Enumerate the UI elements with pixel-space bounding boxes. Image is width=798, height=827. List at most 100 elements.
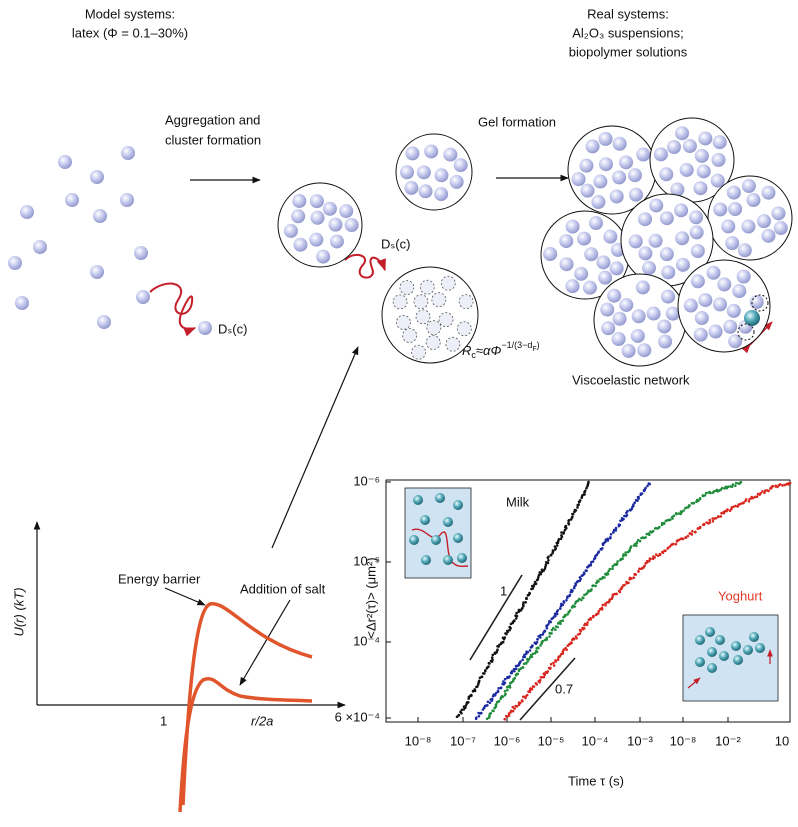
curve-dot xyxy=(568,523,571,526)
curve-dot xyxy=(537,647,540,650)
curve-dot xyxy=(496,648,499,651)
curve-dot xyxy=(492,654,495,657)
curve-dot xyxy=(594,585,597,588)
particle xyxy=(345,218,359,232)
curve-dot xyxy=(533,685,536,688)
particle xyxy=(309,233,323,247)
curve-dot xyxy=(504,636,507,639)
curve-dot xyxy=(610,533,613,536)
curve-dot xyxy=(492,710,495,713)
diffusion-label: Dₛ(c) xyxy=(218,321,247,336)
slope-label: 0.7 xyxy=(555,681,573,696)
curve-dot xyxy=(720,515,723,518)
curve-dot xyxy=(519,702,522,705)
curve-dot xyxy=(550,554,553,557)
curve-dot xyxy=(536,638,539,641)
particle xyxy=(695,657,705,667)
curve-dot xyxy=(486,704,489,707)
particle xyxy=(316,250,330,264)
curve-dot xyxy=(715,517,718,520)
curve-dot xyxy=(622,553,625,556)
curve-dot xyxy=(522,696,525,699)
curve-dot xyxy=(560,534,563,537)
curve-dot xyxy=(550,663,553,666)
curve-dot xyxy=(488,662,491,665)
particle xyxy=(649,198,663,212)
particle xyxy=(416,310,430,324)
curve-dot xyxy=(580,599,583,602)
particle xyxy=(543,247,557,261)
particle xyxy=(603,230,617,244)
curve-dot xyxy=(546,637,549,640)
curve-dot xyxy=(473,688,476,691)
particle xyxy=(684,299,698,313)
particle xyxy=(589,216,603,230)
curve-dot xyxy=(478,715,481,718)
y-tick-label: 6 ×10⁻⁴ xyxy=(335,709,380,724)
curve-dot xyxy=(513,668,516,671)
curve-dot xyxy=(527,651,530,654)
curve-dot xyxy=(597,580,600,583)
curve-dot xyxy=(531,688,534,691)
particle xyxy=(136,290,150,304)
arrow xyxy=(272,347,358,548)
curve-dot xyxy=(544,630,547,633)
particle xyxy=(619,155,633,169)
curve-dot xyxy=(643,565,646,568)
curve-dot xyxy=(583,572,586,575)
particle xyxy=(579,159,593,173)
diffusion-path xyxy=(345,255,385,278)
particle xyxy=(431,535,441,545)
curve-dot xyxy=(508,684,511,687)
particle xyxy=(694,328,708,342)
curve-dot xyxy=(671,517,674,520)
particle xyxy=(705,627,715,637)
diffusion-path xyxy=(150,284,195,329)
particle xyxy=(707,647,717,657)
particle xyxy=(419,184,433,198)
curve-dot xyxy=(484,670,487,673)
curve-dot xyxy=(513,620,516,623)
curve-dot xyxy=(563,601,566,604)
curve-dot xyxy=(627,582,630,585)
curve-dot xyxy=(734,505,737,508)
particle xyxy=(743,645,753,655)
particle xyxy=(121,146,135,160)
curve-dot xyxy=(503,718,506,721)
curve-dot xyxy=(684,536,687,539)
particle xyxy=(586,139,600,153)
curve-dot xyxy=(508,675,511,678)
particle xyxy=(717,277,731,291)
particle xyxy=(439,313,453,327)
particle xyxy=(707,663,717,673)
curve-dot xyxy=(635,545,638,548)
annotation: Energy barrier xyxy=(118,571,201,586)
scaling-law: Rc≈αΦ−1/(3−dF) xyxy=(462,340,540,360)
particle xyxy=(613,137,627,151)
curve-dot xyxy=(565,525,568,528)
curve-dot xyxy=(630,577,633,580)
curve-dot xyxy=(781,484,784,487)
particle xyxy=(774,221,788,235)
particle xyxy=(725,236,739,250)
scaling-part: ≈αΦ xyxy=(476,343,502,358)
particle xyxy=(636,148,650,162)
particle xyxy=(559,234,573,248)
curve-dot xyxy=(763,492,766,495)
curve-dot xyxy=(575,635,578,638)
curve-dot xyxy=(539,679,542,682)
particle xyxy=(599,132,613,146)
particle xyxy=(432,293,446,307)
curve-dot xyxy=(547,562,550,565)
particle xyxy=(596,255,610,269)
x-tick-label: 10 xyxy=(775,733,789,748)
curve-dot xyxy=(636,500,639,503)
curve-dot xyxy=(573,605,576,608)
curve-dot xyxy=(648,560,651,563)
x-tick-label: 1 xyxy=(160,713,167,728)
curve-dot xyxy=(548,635,551,638)
curve-dot xyxy=(646,560,649,563)
particle xyxy=(426,336,440,350)
particle xyxy=(583,281,597,295)
curve-dot xyxy=(483,672,486,675)
